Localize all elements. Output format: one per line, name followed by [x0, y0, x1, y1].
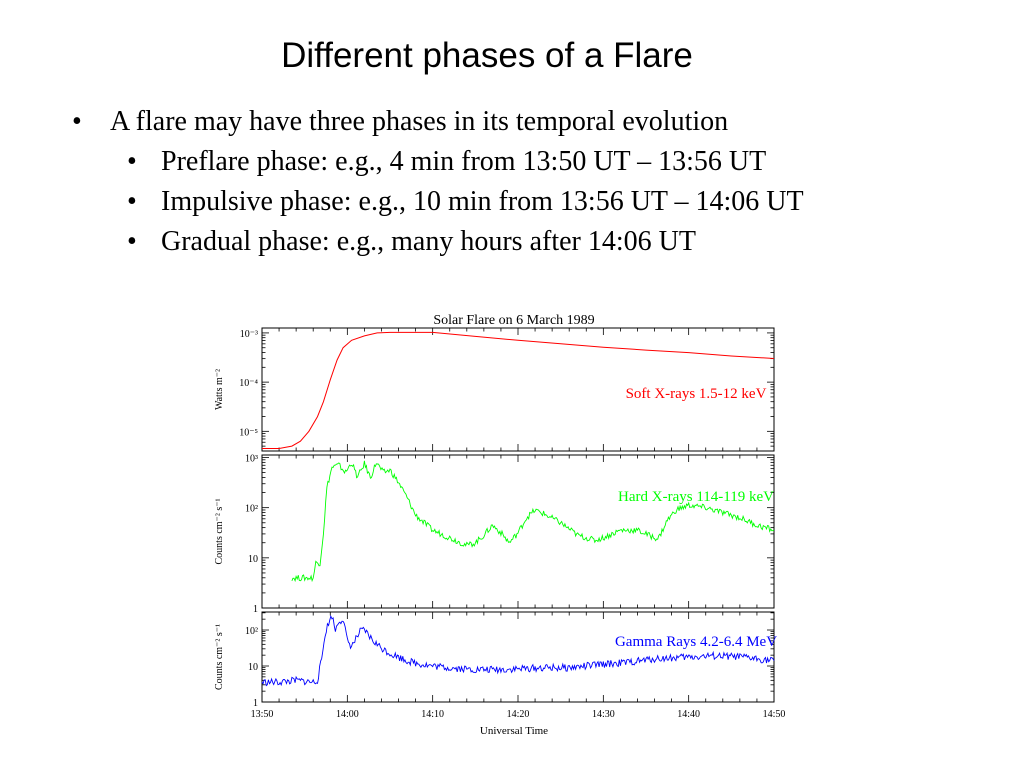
y-axis-label: Counts cm⁻² s⁻¹ [214, 624, 225, 690]
y-tick-label: 10⁻⁵ [239, 427, 258, 438]
x-tick-label: 14:00 [336, 709, 359, 720]
x-tick-label: 14:20 [507, 709, 530, 720]
bullet-list: • A flare may have three phases in its t… [72, 102, 1002, 262]
chart-panels: 10⁻³ 10⁻⁴ 10⁻⁵ Watts m⁻² Soft X-rays 1.5-12 … [214, 327, 786, 720]
sub-bullet-item: • Preflare phase: e.g., 4 min from 13:50… [72, 142, 1002, 182]
y-tick-label: 1 [253, 698, 258, 709]
y-tick-label: 1 [253, 604, 258, 615]
x-tick-label: 14:40 [677, 709, 700, 720]
chart-title: Solar Flare on 6 March 1989 [433, 313, 594, 328]
bullet-dot-icon: • [127, 146, 137, 177]
bullet-text: A flare may have three phases in its tem… [110, 106, 729, 137]
y-tick-label: 10 [248, 662, 258, 673]
bullet-dot-icon: • [127, 186, 137, 217]
hard-xray-panel: 10³ 10² 10 1 Counts cm⁻² s⁻¹ Hard X-rays 114-… [214, 454, 775, 615]
panel-frame [261, 454, 775, 609]
y-tick-label: 10³ [245, 454, 258, 465]
sub-bullet-item: • Gradual phase: e.g., many hours after … [72, 222, 1002, 262]
x-tick-label: 14:10 [421, 709, 444, 720]
x-axis-label: Universal Time [480, 725, 548, 737]
y-tick-label: 10² [245, 504, 258, 515]
y-axis-label: Counts cm⁻² s⁻¹ [214, 498, 225, 564]
y-tick-label: 10⁻³ [240, 329, 258, 340]
sub-bullet-item: • Impulsive phase: e.g., 10 min from 13:… [72, 182, 1002, 222]
bullet-dot-icon: • [127, 226, 137, 257]
bullet-text: Gradual phase: e.g., many hours after 14… [161, 226, 696, 257]
slide-title: Different phases of a Flare [281, 36, 693, 75]
bullet-item: • A flare may have three phases in its t… [72, 102, 1002, 142]
series-line [291, 460, 775, 583]
series-line [261, 614, 775, 687]
y-tick-label: 10⁻⁴ [239, 378, 258, 389]
bullet-text: Preflare phase: e.g., 4 min from 13:50 U… [161, 146, 767, 177]
soft-xray-panel: 10⁻³ 10⁻⁴ 10⁻⁵ Watts m⁻² Soft X-rays 1.5-12 … [214, 327, 775, 452]
series-label: Gamma Rays 4.2-6.4 MeV [615, 634, 777, 650]
x-tick-label: 14:50 [763, 709, 786, 720]
bullet-dot-icon: • [72, 106, 82, 137]
y-axis-label: Watts m⁻² [214, 369, 225, 410]
x-tick-label: 13:50 [251, 709, 274, 720]
y-tick-label: 10 [248, 554, 258, 565]
x-tick-label: 14:30 [592, 709, 615, 720]
bullet-text: Impulsive phase: e.g., 10 min from 13:56… [161, 186, 804, 217]
y-tick-label: 10² [245, 626, 258, 637]
solar-flare-chart: Solar Flare on 6 March 1989 Universal Ti… [214, 313, 786, 737]
gamma-ray-panel: 10² 10 1 Counts cm⁻² s⁻¹ Gamma Rays 4.2-6.4 … [214, 611, 786, 720]
series-label: Soft X-rays 1.5-12 keV [626, 386, 767, 402]
series-line [262, 331, 775, 449]
series-label: Hard X-rays 114-119 keV [618, 489, 774, 505]
